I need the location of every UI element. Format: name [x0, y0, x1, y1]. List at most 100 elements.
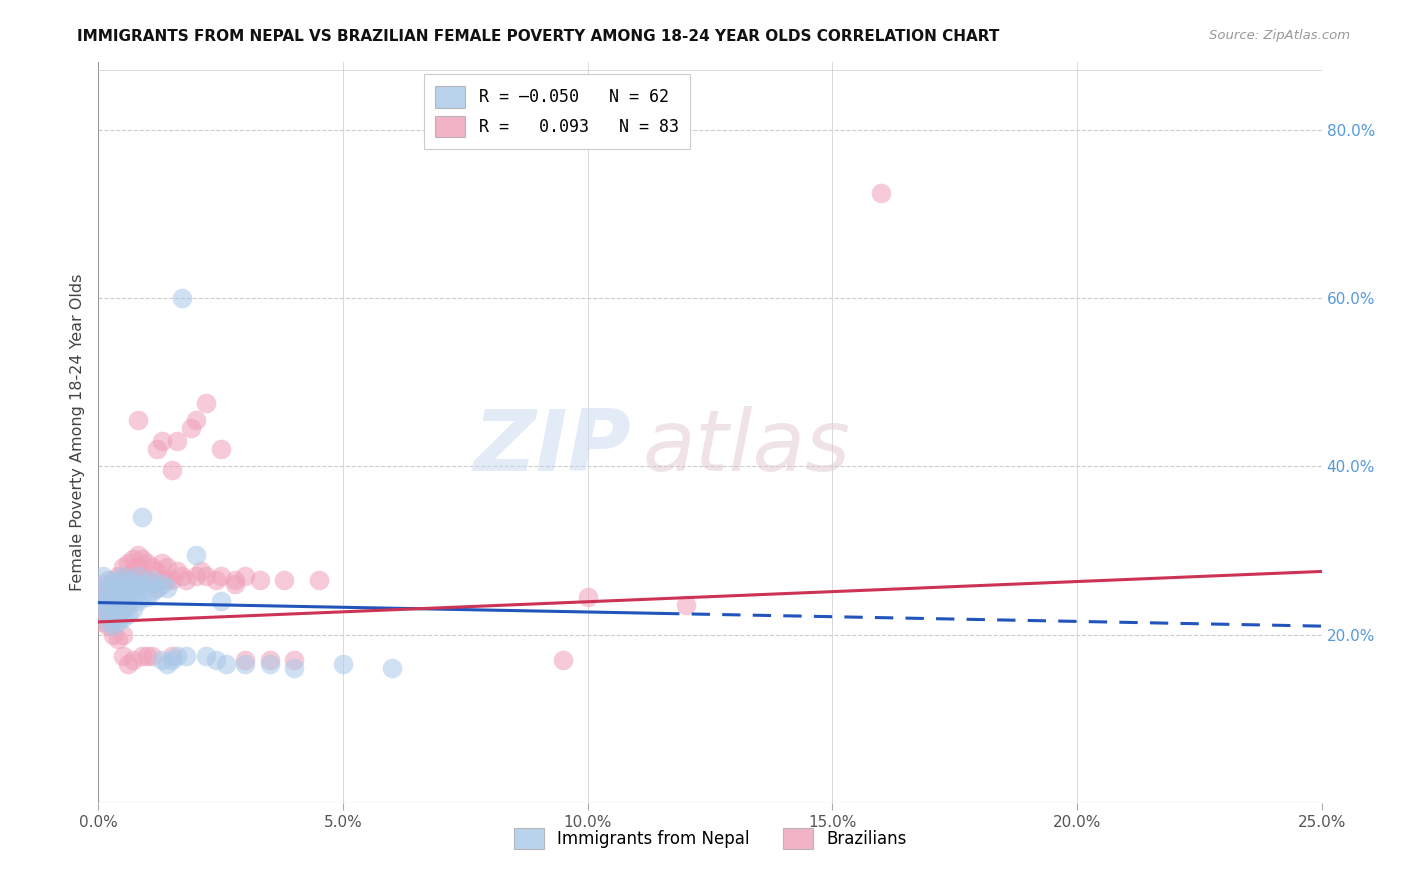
Point	[156, 581, 179, 595]
Point	[111, 573, 134, 587]
Point	[97, 615, 120, 629]
Point	[176, 648, 198, 663]
Point	[141, 577, 163, 591]
Point	[131, 648, 153, 663]
Point	[121, 577, 143, 591]
Point	[111, 602, 134, 616]
Point	[101, 602, 124, 616]
Point	[131, 590, 153, 604]
Point	[117, 581, 139, 595]
Point	[131, 577, 153, 591]
Point	[101, 619, 124, 633]
Point	[141, 585, 163, 599]
Point	[101, 585, 124, 599]
Point	[249, 573, 271, 587]
Point	[150, 573, 173, 587]
Point	[111, 598, 134, 612]
Point	[136, 648, 159, 663]
Point	[141, 573, 163, 587]
Point	[190, 565, 212, 579]
Point	[160, 648, 183, 663]
Point	[166, 434, 188, 448]
Point	[91, 594, 114, 608]
Point	[107, 573, 129, 587]
Point	[141, 648, 163, 663]
Point	[111, 610, 134, 624]
Point	[107, 594, 129, 608]
Point	[91, 602, 114, 616]
Point	[111, 590, 134, 604]
Point	[91, 615, 114, 629]
Text: ZIP: ZIP	[472, 406, 630, 489]
Y-axis label: Female Poverty Among 18-24 Year Olds: Female Poverty Among 18-24 Year Olds	[69, 274, 84, 591]
Point	[107, 610, 129, 624]
Point	[111, 560, 134, 574]
Point	[675, 598, 697, 612]
Point	[101, 573, 124, 587]
Point	[117, 568, 139, 582]
Point	[121, 551, 143, 566]
Point	[97, 619, 120, 633]
Point	[209, 594, 232, 608]
Point	[870, 186, 893, 200]
Point	[127, 560, 149, 574]
Point	[205, 653, 228, 667]
Point	[283, 661, 305, 675]
Point	[308, 573, 330, 587]
Point	[111, 648, 134, 663]
Point	[131, 509, 153, 524]
Point	[97, 581, 120, 595]
Point	[91, 590, 114, 604]
Point	[101, 610, 124, 624]
Point	[195, 648, 218, 663]
Point	[209, 442, 232, 457]
Point	[97, 607, 120, 621]
Point	[146, 581, 169, 595]
Point	[576, 590, 599, 604]
Point	[107, 568, 129, 582]
Point	[97, 590, 120, 604]
Point	[127, 568, 149, 582]
Point	[259, 653, 281, 667]
Point	[107, 615, 129, 629]
Point	[107, 632, 129, 646]
Point	[111, 585, 134, 599]
Point	[259, 657, 281, 671]
Point	[127, 581, 149, 595]
Point	[205, 573, 228, 587]
Point	[91, 577, 114, 591]
Point	[195, 396, 218, 410]
Point	[136, 577, 159, 591]
Point	[117, 607, 139, 621]
Point	[186, 568, 208, 582]
Point	[233, 568, 256, 582]
Point	[166, 565, 188, 579]
Point	[150, 577, 173, 591]
Point	[111, 627, 134, 641]
Point	[156, 657, 179, 671]
Point	[233, 657, 256, 671]
Legend: Immigrants from Nepal, Brazilians: Immigrants from Nepal, Brazilians	[505, 820, 915, 857]
Point	[101, 585, 124, 599]
Point	[91, 585, 114, 599]
Point	[111, 581, 134, 595]
Point	[117, 598, 139, 612]
Point	[117, 556, 139, 570]
Point	[141, 560, 163, 574]
Point	[91, 568, 114, 582]
Point	[127, 594, 149, 608]
Point	[97, 573, 120, 587]
Point	[186, 548, 208, 562]
Point	[107, 585, 129, 599]
Point	[117, 596, 139, 610]
Point	[180, 421, 202, 435]
Point	[283, 653, 305, 667]
Point	[97, 581, 120, 595]
Point	[101, 610, 124, 624]
Point	[127, 413, 149, 427]
Point	[121, 602, 143, 616]
Point	[121, 585, 143, 599]
Point	[101, 598, 124, 612]
Point	[170, 568, 193, 582]
Point	[176, 573, 198, 587]
